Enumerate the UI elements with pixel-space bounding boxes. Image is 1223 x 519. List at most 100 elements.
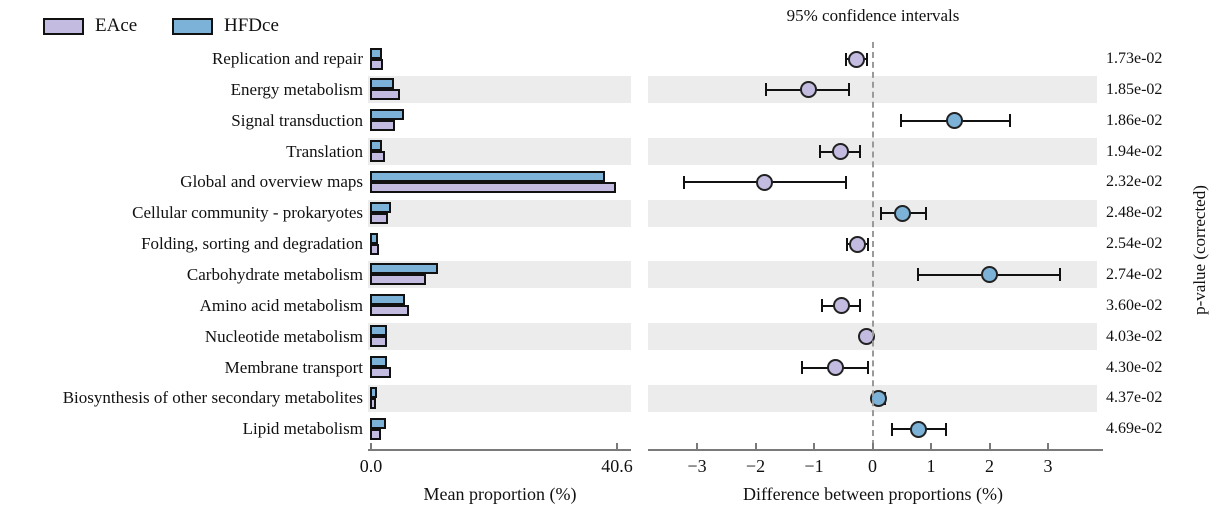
p-value: 3.60e-02 — [1106, 296, 1163, 314]
p-value: 1.73e-02 — [1106, 50, 1163, 67]
left-axis-tick-label: 0.0 — [359, 456, 383, 476]
p-value: 4.30e-02 — [1106, 358, 1163, 376]
right-axis-tick-label: −2 — [745, 456, 766, 476]
bar-hfdce — [370, 417, 386, 429]
bar-eace — [370, 243, 380, 255]
mean-difference-dot — [869, 389, 887, 407]
right-axis-tick — [930, 443, 932, 449]
mean-difference-dot — [981, 266, 998, 284]
bar-hfdce — [370, 263, 438, 275]
bar-hfdce — [370, 78, 394, 90]
ci-cap-right — [865, 52, 868, 66]
bar-hfdce — [370, 232, 378, 244]
left-axis-tick — [370, 443, 372, 449]
bar-hfdce — [370, 47, 382, 59]
right-axis-tick — [1047, 443, 1049, 449]
p-value: 1.94e-02 — [1106, 142, 1163, 160]
row-band-left — [368, 76, 631, 104]
ci-cap-right — [848, 83, 851, 97]
p-value: 1.85e-02 — [1106, 80, 1163, 98]
row-band-left — [368, 138, 631, 166]
bar-eace — [370, 274, 426, 286]
category-label: Global and overview maps — [180, 172, 363, 192]
category-label: Amino acid metabolism — [199, 295, 363, 315]
bar-eace — [370, 58, 384, 70]
category-label: Replication and repair — [211, 49, 363, 68]
bar-hfdce — [370, 109, 404, 121]
ci-cap-right — [858, 145, 861, 159]
ci-cap-left — [818, 145, 821, 159]
category-label: Lipid metabolism — [242, 419, 363, 439]
right-axis-tick-label: −1 — [804, 456, 824, 476]
p-value: 4.03e-02 — [1106, 327, 1163, 345]
ci-cap-left — [821, 299, 824, 313]
ci-cap-left — [879, 206, 882, 220]
ci-cap-left — [801, 361, 804, 374]
right-axis-tick — [696, 443, 698, 449]
bar-hfdce — [370, 356, 388, 367]
category-label: Signal transduction — [231, 110, 363, 130]
ci-cap-right — [867, 361, 870, 374]
bar-eace — [370, 397, 377, 409]
category-label: Folding, sorting and degradation — [141, 234, 363, 254]
mean-difference-dot — [799, 81, 817, 99]
ci-cap-left — [845, 237, 848, 251]
right-x-axis-line — [648, 449, 1103, 451]
mean-difference-dot — [755, 173, 773, 191]
mean-difference-dot — [909, 420, 927, 438]
left-axis-tick — [616, 443, 618, 449]
bar-eace — [370, 367, 392, 378]
p-value: 2.74e-02 — [1106, 265, 1163, 283]
p-value: 4.37e-02 — [1106, 389, 1163, 407]
category-label: Membrane transport — [224, 357, 363, 377]
bar-eace — [370, 89, 401, 101]
p-value: 1.86e-02 — [1106, 111, 1163, 129]
ci-cap-right — [1008, 114, 1011, 128]
ci-cap-right — [944, 422, 947, 436]
right-axis-tick-label: 3 — [1043, 456, 1053, 476]
bar-eace — [370, 212, 388, 224]
category-label: Nucleotide metabolism — [204, 326, 363, 346]
legend-label-eace: EAce — [95, 15, 138, 36]
row-band-left — [368, 199, 631, 227]
bar-eace — [370, 336, 388, 348]
right-axis-tick — [988, 443, 991, 449]
mean-difference-dot — [945, 112, 963, 130]
zero-difference-dashed-line — [872, 42, 874, 446]
bar-hfdce — [370, 294, 406, 306]
panel-title-confidence-intervals: 95% confidence intervals — [786, 6, 960, 25]
bar-eace — [370, 428, 381, 440]
mean-difference-dot — [848, 50, 866, 68]
ci-cap-left — [683, 175, 686, 189]
bar-hfdce — [370, 325, 387, 337]
left-x-axis-line — [368, 449, 631, 451]
p-value-axis-title: p-value (corrected) — [1190, 185, 1209, 315]
mean-difference-dot — [832, 297, 850, 315]
legend-swatch-eace — [43, 18, 84, 35]
right-axis-tick-label: 1 — [926, 456, 936, 476]
row-band-left — [368, 384, 631, 412]
category-label: Carbohydrate metabolism — [186, 264, 363, 284]
bar-eace — [370, 120, 396, 132]
left-x-axis-title: Mean proportion (%) — [423, 484, 577, 504]
right-axis-tick — [813, 443, 815, 449]
category-label: Translation — [286, 141, 363, 161]
mean-difference-dot — [858, 328, 876, 346]
right-axis-tick — [871, 443, 874, 449]
category-label: Biosynthesis of other secondary metaboli… — [62, 388, 363, 408]
p-value: 4.69e-02 — [1106, 420, 1163, 438]
p-value: 2.54e-02 — [1106, 235, 1163, 253]
category-label: Energy metabolism — [230, 79, 363, 99]
ci-cap-left — [890, 422, 893, 436]
bar-hfdce — [370, 170, 606, 182]
p-value: 2.32e-02 — [1106, 173, 1163, 191]
ci-cap-left — [845, 52, 848, 66]
mean-difference-dot — [894, 204, 912, 222]
bar-hfdce — [370, 140, 383, 152]
row-band-left — [368, 323, 631, 351]
ci-cap-left — [917, 268, 920, 282]
mean-difference-dot — [848, 235, 866, 253]
right-x-axis-title: Difference between proportions (%) — [742, 484, 1004, 504]
bar-hfdce — [370, 386, 377, 398]
ci-cap-right — [866, 237, 869, 251]
